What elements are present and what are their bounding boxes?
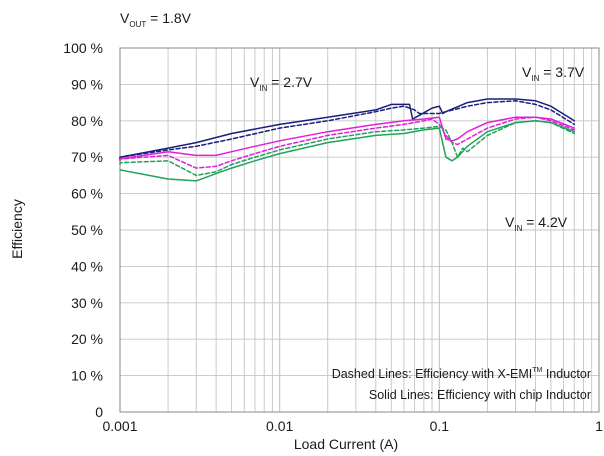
x-tick-label: 0.001 (102, 418, 137, 434)
x-tick-label: 0.1 (430, 418, 450, 434)
vout-header-main: V (120, 10, 130, 26)
y-tick-labels: 0 10 % 20 % 30 % 40 % 50 % 60 % 70 % 80 % 90 % 100… (63, 40, 103, 420)
vin-3-7-main: V (522, 64, 532, 80)
series-vin-4-2v-dashed (119, 120, 576, 177)
y-axis-title: Efficiency (9, 199, 25, 259)
y-tick-label: 10 % (71, 368, 103, 384)
y-tick-label: 40 % (71, 258, 103, 274)
series-vin-3-7v-dashed (119, 116, 576, 169)
y-tick-label: 100 % (63, 40, 103, 56)
y-tick-label: 0 (95, 404, 103, 420)
x-axis-title: Load Current (A) (294, 436, 398, 452)
vin-2-7-tail: = 2.7V (267, 74, 312, 90)
grid (120, 48, 599, 412)
series-vin-2-7v-solid (119, 98, 576, 160)
series-vin-3-7v-solid (119, 116, 576, 162)
vin-4-2-main: V (505, 214, 515, 230)
y-tick-label: 30 % (71, 295, 103, 311)
vin-3-7-tail: = 3.7V (539, 64, 584, 80)
dashed-lines-note: Dashed Lines: Efficiency with X-EMITM In… (332, 367, 591, 381)
vout-header-sub: OUT (129, 20, 146, 29)
vin-3-7-sub: IN (531, 74, 539, 83)
y-tick-label: 20 % (71, 331, 103, 347)
plot-frame (119, 47, 600, 413)
vin-4-2-tail: = 4.2V (522, 214, 567, 230)
y-tick-label: 50 % (71, 222, 103, 238)
y-tick-label: 90 % (71, 76, 103, 92)
x-tick-label: 1 (595, 418, 603, 434)
y-tick-label: 70 % (71, 149, 103, 165)
vin-2-7-sub: IN (259, 84, 267, 93)
vout-header-label: VOUT = 1.8V (120, 10, 192, 29)
series-vin-4-2v-solid (119, 120, 576, 182)
vin-2-7-main: V (250, 74, 260, 90)
vin-3-7-label: VIN = 3.7V (522, 64, 585, 83)
series-vin-2-7v-dashed (119, 100, 576, 160)
x-tick-label: 0.01 (266, 418, 293, 434)
vin-4-2-label: VIN = 4.2V (505, 214, 568, 233)
x-tick-labels: 0.001 0.01 0.1 1 (102, 418, 603, 434)
y-tick-label: 60 % (71, 186, 103, 202)
vin-2-7-label: VIN = 2.7V (250, 74, 313, 93)
solid-lines-note: Solid Lines: Efficiency with chip Induct… (369, 388, 591, 402)
dashed-note-sup: TM (532, 367, 542, 374)
vin-4-2-sub: IN (514, 224, 522, 233)
y-tick-label: 80 % (71, 113, 103, 129)
dashed-note-text: Dashed Lines: Efficiency with X-EMI (332, 367, 533, 381)
series-lines (119, 98, 576, 182)
vout-header-tail: = 1.8V (146, 10, 191, 26)
dashed-note-tail: Inductor (542, 367, 591, 381)
